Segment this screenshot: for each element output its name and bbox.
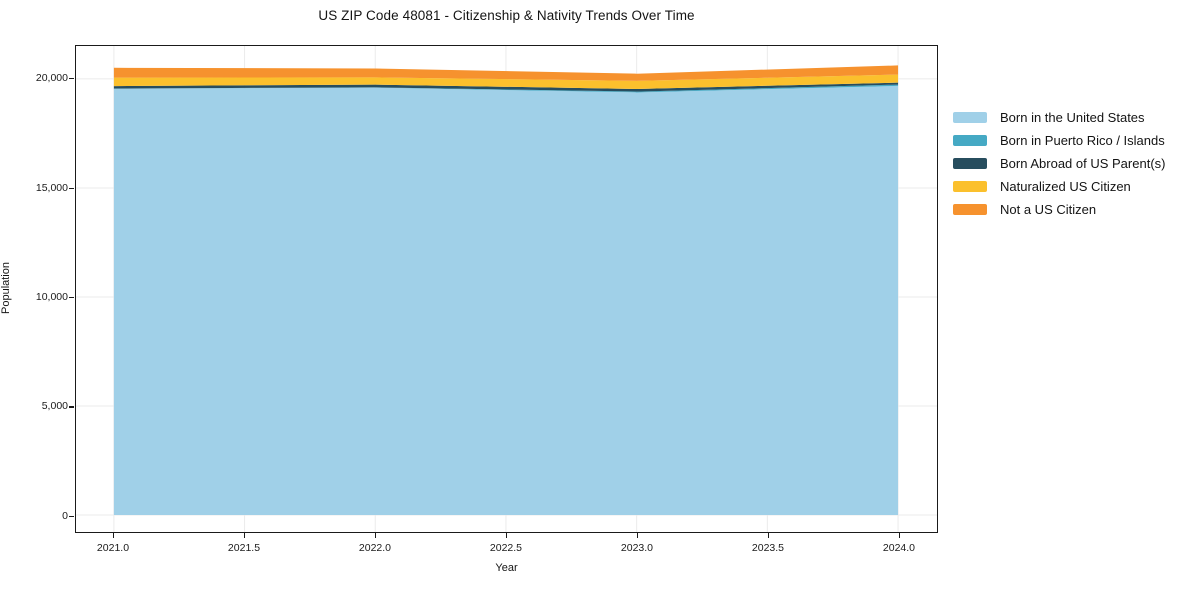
x-tick-label: 2022.5 [489, 542, 523, 554]
x-tick-mark [374, 533, 377, 538]
y-tick-label: 20,000 [35, 72, 68, 85]
legend-swatch [953, 112, 987, 123]
x-tick-mark [112, 533, 115, 538]
legend-item-3: Naturalized US Citizen [953, 175, 1165, 198]
y-axis-label: Population [0, 262, 12, 314]
plot-area [75, 45, 938, 533]
y-tick-label: 5,000 [41, 400, 68, 413]
legend-label: Born in the United States [1000, 110, 1145, 125]
y-tick-mark [69, 78, 74, 80]
legend-swatch [953, 158, 987, 169]
legend-label: Born in Puerto Rico / Islands [1000, 133, 1165, 148]
x-tick-mark [767, 533, 770, 538]
y-tick-label: 10,000 [35, 290, 68, 303]
x-axis-label: Year [495, 562, 518, 574]
x-tick-mark [898, 533, 901, 538]
area-series-4 [113, 65, 899, 81]
y-tick-mark [69, 296, 74, 299]
y-tick-label: 0 [62, 509, 68, 522]
legend-swatch [953, 204, 987, 215]
legend-item-2: Born Abroad of US Parent(s) [953, 152, 1165, 175]
legend-label: Born Abroad of US Parent(s) [1000, 156, 1166, 171]
x-tick-label: 2022.0 [358, 542, 392, 554]
y-tick-label: 15,000 [35, 181, 68, 194]
legend: Born in the United States Born in Puerto … [953, 106, 1165, 221]
legend-item-1: Born in Puerto Rico / Islands [953, 129, 1165, 152]
legend-label: Not a US Citizen [1000, 202, 1097, 217]
x-tick-mark [243, 533, 246, 538]
x-tick-mark [636, 533, 639, 538]
area-series-2 [113, 82, 899, 92]
area-series-3 [113, 74, 899, 89]
area-series-1 [113, 84, 899, 93]
y-tick-mark [69, 187, 74, 189]
x-tick-mark [505, 533, 508, 538]
stacked-area-chart [76, 46, 937, 532]
chart-title: US ZIP Code 48081 - Citizenship & Nativi… [318, 8, 695, 23]
legend-swatch [953, 135, 987, 146]
legend-item-0: Born in the United States [953, 106, 1165, 129]
x-tick-label: 2021.5 [227, 542, 261, 554]
y-tick-mark [69, 515, 74, 518]
legend-item-4: Not a US Citizen [953, 198, 1165, 221]
legend-label: Naturalized US Citizen [1000, 179, 1131, 194]
y-tick-mark [69, 406, 74, 408]
legend-swatch [953, 181, 987, 192]
x-tick-label: 2024.0 [882, 542, 916, 554]
x-tick-label: 2021.0 [96, 542, 130, 554]
x-tick-label: 2023.5 [751, 542, 785, 554]
x-tick-label: 2023.0 [620, 542, 654, 554]
area-series-0 [113, 85, 899, 515]
